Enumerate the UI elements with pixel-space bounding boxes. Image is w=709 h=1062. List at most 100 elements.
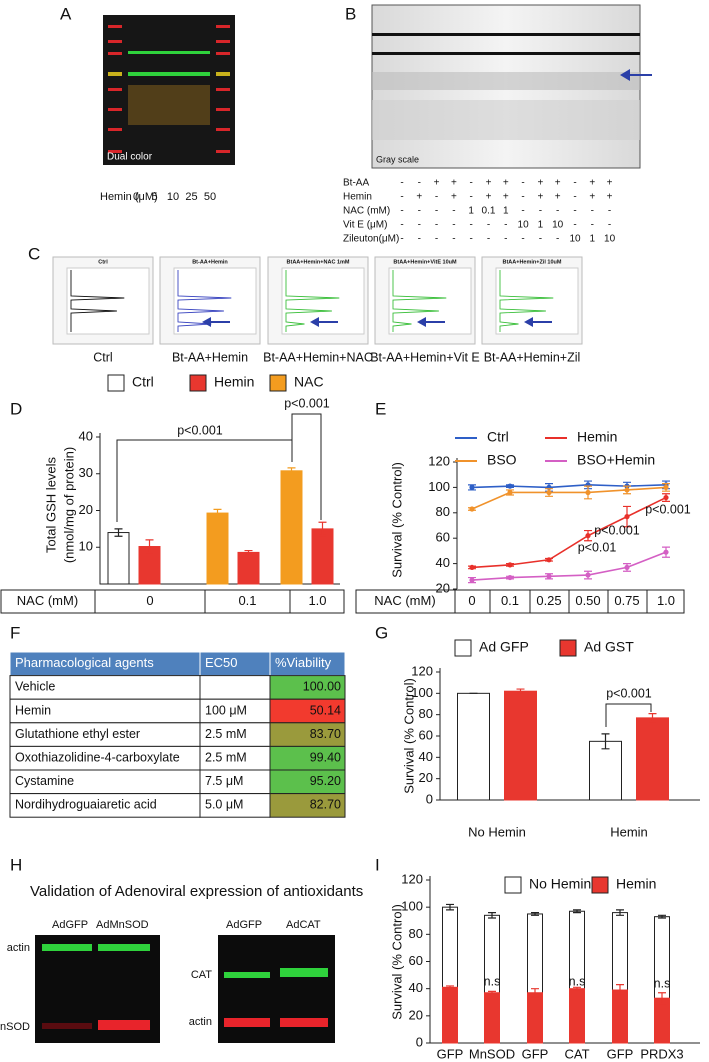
legend-label: No Hemin <box>529 876 591 892</box>
cell: - <box>470 178 473 189</box>
bar <box>504 690 537 801</box>
cell: 10 <box>569 234 581 245</box>
annotation: p<0.001 <box>284 396 330 410</box>
error-bar <box>145 539 154 554</box>
gel-a: Dual color <box>103 15 235 165</box>
cell: - <box>521 192 524 203</box>
band-label: CAT <box>191 969 212 981</box>
band-label: MnSOD <box>0 1021 30 1033</box>
legend-label: NAC <box>294 374 324 390</box>
bar <box>569 988 585 1044</box>
bar <box>107 532 130 585</box>
arrow-head <box>524 317 533 327</box>
cell: + <box>537 192 543 203</box>
cell: - <box>521 234 524 245</box>
point <box>469 577 475 583</box>
x-tick-label: GFP <box>522 1046 549 1061</box>
cell: - <box>400 178 403 189</box>
y-tick-label: 60 <box>436 530 450 545</box>
cell: - <box>452 234 455 245</box>
cell: - <box>573 206 576 217</box>
cell: - <box>400 192 403 203</box>
profile-line <box>499 270 554 332</box>
y-tick-label: 80 <box>409 926 423 941</box>
point <box>624 514 630 520</box>
cell: - <box>539 206 542 217</box>
cell: - <box>591 220 594 231</box>
cell: - <box>521 206 524 217</box>
y-tick-label: 120 <box>401 871 423 886</box>
cell: + <box>589 178 595 189</box>
bar <box>237 551 260 585</box>
panel-label: H <box>10 855 22 874</box>
cell: - <box>487 234 490 245</box>
point <box>507 574 513 581</box>
bar <box>280 470 303 585</box>
cell: 1 <box>538 220 544 231</box>
cell: - <box>400 220 403 231</box>
annotation: n.s <box>569 974 586 988</box>
annotation: p<0.001 <box>606 686 652 700</box>
cell: + <box>416 192 422 203</box>
error-bar <box>658 914 666 919</box>
point <box>585 489 591 496</box>
cell: - <box>504 220 507 231</box>
error-bar <box>244 549 253 555</box>
cell: - <box>435 192 438 203</box>
gel-caption: Dual color <box>107 152 153 163</box>
cell: + <box>537 178 543 189</box>
profile-title: BtAA+Hemin+VitE 10uM <box>393 259 457 265</box>
cell: + <box>555 192 561 203</box>
cell: - <box>418 178 421 189</box>
cell: 1 <box>590 234 596 245</box>
y-tick-label: 0 <box>416 1034 423 1049</box>
annotation: p<0.01 <box>578 540 617 554</box>
cell-text: Hemin <box>15 703 51 717</box>
point <box>546 557 552 563</box>
gel-b: Gray scale <box>371 4 652 169</box>
cell: + <box>503 192 509 203</box>
axis-label: Hemin (μM) <box>100 191 158 203</box>
lane-label: 5 <box>151 191 157 203</box>
panel-label: I <box>375 855 380 874</box>
band-label: actin <box>189 1016 212 1028</box>
bar <box>636 717 669 801</box>
cell-text: Glutathione ethyl ester <box>15 727 140 741</box>
bar <box>457 692 490 801</box>
cell-text: 7.5 μM <box>205 774 243 788</box>
cell: 10 <box>518 220 530 231</box>
x-table <box>0 589 345 614</box>
cell: - <box>573 220 576 231</box>
lane-label: AdMnSOD <box>96 919 149 931</box>
y-tick-label: 0 <box>426 791 433 806</box>
cell: - <box>573 178 576 189</box>
x-tick-label: 1.0 <box>308 593 326 608</box>
y-tick-label: 100 <box>428 479 450 494</box>
cell: 10 <box>604 234 616 245</box>
bracket <box>116 439 293 522</box>
y-tick-label: 60 <box>409 953 423 968</box>
table-cell <box>199 675 271 700</box>
cell: - <box>556 234 559 245</box>
point <box>469 484 475 490</box>
legend-swatch <box>107 374 125 392</box>
error-bar <box>616 983 624 997</box>
cell-text: 100 μM <box>205 703 247 717</box>
profile-area <box>495 267 579 335</box>
cell: - <box>573 192 576 203</box>
row-label: Zileuton(μM) <box>343 234 399 245</box>
bracket <box>291 413 322 520</box>
error-bar <box>648 713 657 723</box>
legend-swatch <box>269 374 287 392</box>
y-tick-label: 80 <box>419 706 433 721</box>
cell: + <box>503 178 509 189</box>
point <box>624 487 630 493</box>
y-tick-label: 20 <box>79 502 93 517</box>
series-line <box>471 496 667 569</box>
lane-label: AdGFP <box>226 919 262 931</box>
y-tick-label: 20 <box>436 580 450 595</box>
y-axis-label: (nmol/mg of protein) <box>61 447 76 563</box>
lane-label: 25 <box>185 191 197 203</box>
cell: 1 <box>503 206 509 217</box>
cell: + <box>607 192 613 203</box>
